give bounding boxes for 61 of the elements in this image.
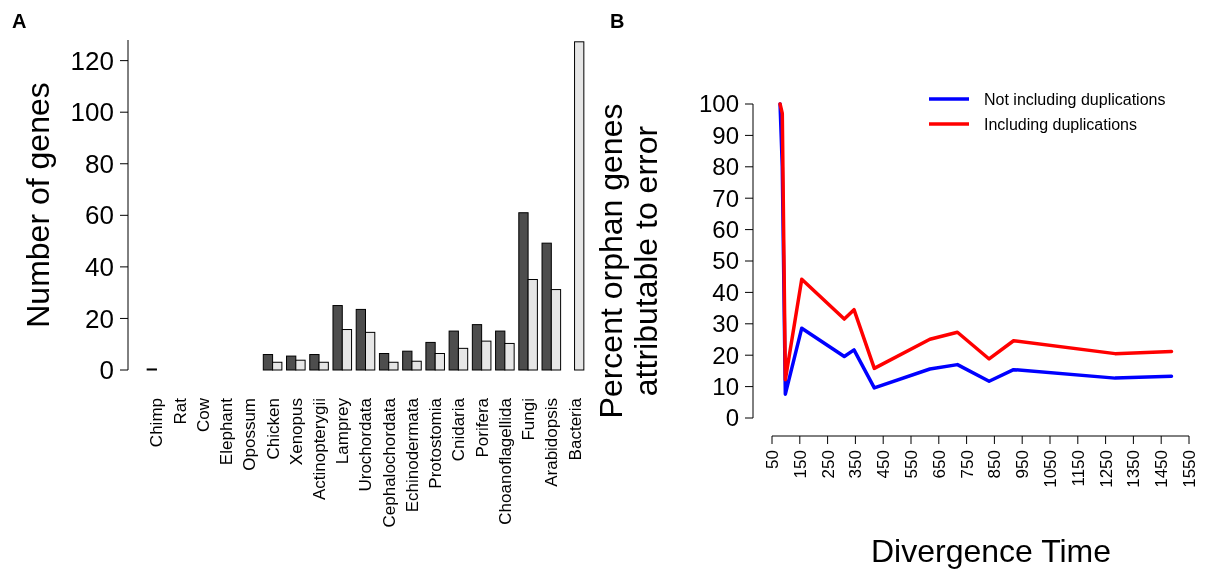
x-tick-label: Chimp [147, 398, 167, 448]
x-tick-label: 1350 [1124, 450, 1144, 488]
x-tick-label: Actinopterygii [309, 398, 329, 501]
y-axis-title: Number of genes [20, 82, 57, 328]
x-tick-label: 750 [957, 450, 977, 479]
x-tick-label: 650 [929, 450, 949, 479]
x-tick-label: Lamprey [333, 397, 353, 465]
y-tick-label: 20 [85, 303, 114, 334]
y-tick-label: 0 [725, 404, 739, 432]
y-tick-label: 70 [712, 184, 739, 212]
y-tick-label: 80 [85, 148, 114, 179]
y-tick-label: 40 [712, 278, 739, 306]
y-tick-label: 0 [99, 355, 114, 386]
y-tick-label: 20 [712, 341, 739, 369]
x-tick-label: 850 [985, 450, 1005, 479]
x-tick-label: 1250 [1096, 450, 1116, 488]
y-tick-label: 40 [85, 251, 114, 282]
x-tick-label: 1050 [1040, 450, 1060, 488]
x-tick-label: Rat [170, 397, 190, 425]
text: B [610, 10, 625, 32]
x-tick-label: 450 [874, 450, 894, 479]
x-tick-label: Bacteria [565, 397, 585, 461]
x-tick-label: Fungi [519, 398, 539, 441]
x-tick-label: Elephant [217, 397, 237, 466]
x-tick-label: Echinodermata [402, 397, 422, 513]
x-tick-label: 1150 [1068, 450, 1088, 487]
y-tick-label: 50 [712, 247, 739, 275]
x-axis-title: Divergence Time [870, 533, 1112, 569]
x-tick-label: 1550 [1179, 450, 1199, 488]
x-tick-label: Chicken [263, 398, 283, 460]
x-tick-label: Choanoflagellida [495, 397, 515, 525]
x-tick-label: 50 [762, 450, 782, 469]
x-tick-label: Porifera [472, 397, 492, 458]
x-tick-label: 150 [790, 450, 810, 479]
x-tick-label: Cow [193, 397, 213, 433]
x-tick-label: Opossum [240, 398, 260, 471]
x-tick-label: Xenopus [286, 398, 306, 466]
x-tick-label: Protostomia [426, 397, 446, 489]
legend-label: Including duplications [984, 115, 1137, 133]
x-tick-label: Arabidopsis [542, 398, 562, 487]
y-tick-label: 100 [698, 90, 739, 118]
y-tick-label: 30 [712, 310, 739, 338]
y-tick-label: 10 [712, 373, 739, 400]
x-tick-label: Cnidaria [449, 397, 469, 462]
x-tick-label: Urochordata [356, 397, 376, 492]
y-tick-label: 60 [712, 216, 739, 243]
x-tick-label: 1450 [1152, 450, 1172, 488]
y-tick-label: 100 [70, 97, 114, 128]
y-tick-label: 60 [85, 200, 114, 231]
y-tick-label: 120 [70, 45, 114, 76]
y-tick-label: 90 [712, 121, 739, 149]
bar [574, 41, 585, 371]
y-tick-label: 80 [712, 153, 739, 181]
legend-label: Not including duplications [984, 90, 1166, 108]
x-tick-label: Cephalochordata [379, 397, 399, 528]
x-tick-label: 550 [901, 450, 921, 479]
x-tick-label: 350 [846, 450, 866, 479]
text: A [12, 10, 27, 32]
y-axis-title: Percent orphan genes attributable to error [592, 103, 664, 419]
x-tick-label: 950 [1013, 450, 1033, 479]
x-tick-label: 250 [818, 450, 838, 479]
